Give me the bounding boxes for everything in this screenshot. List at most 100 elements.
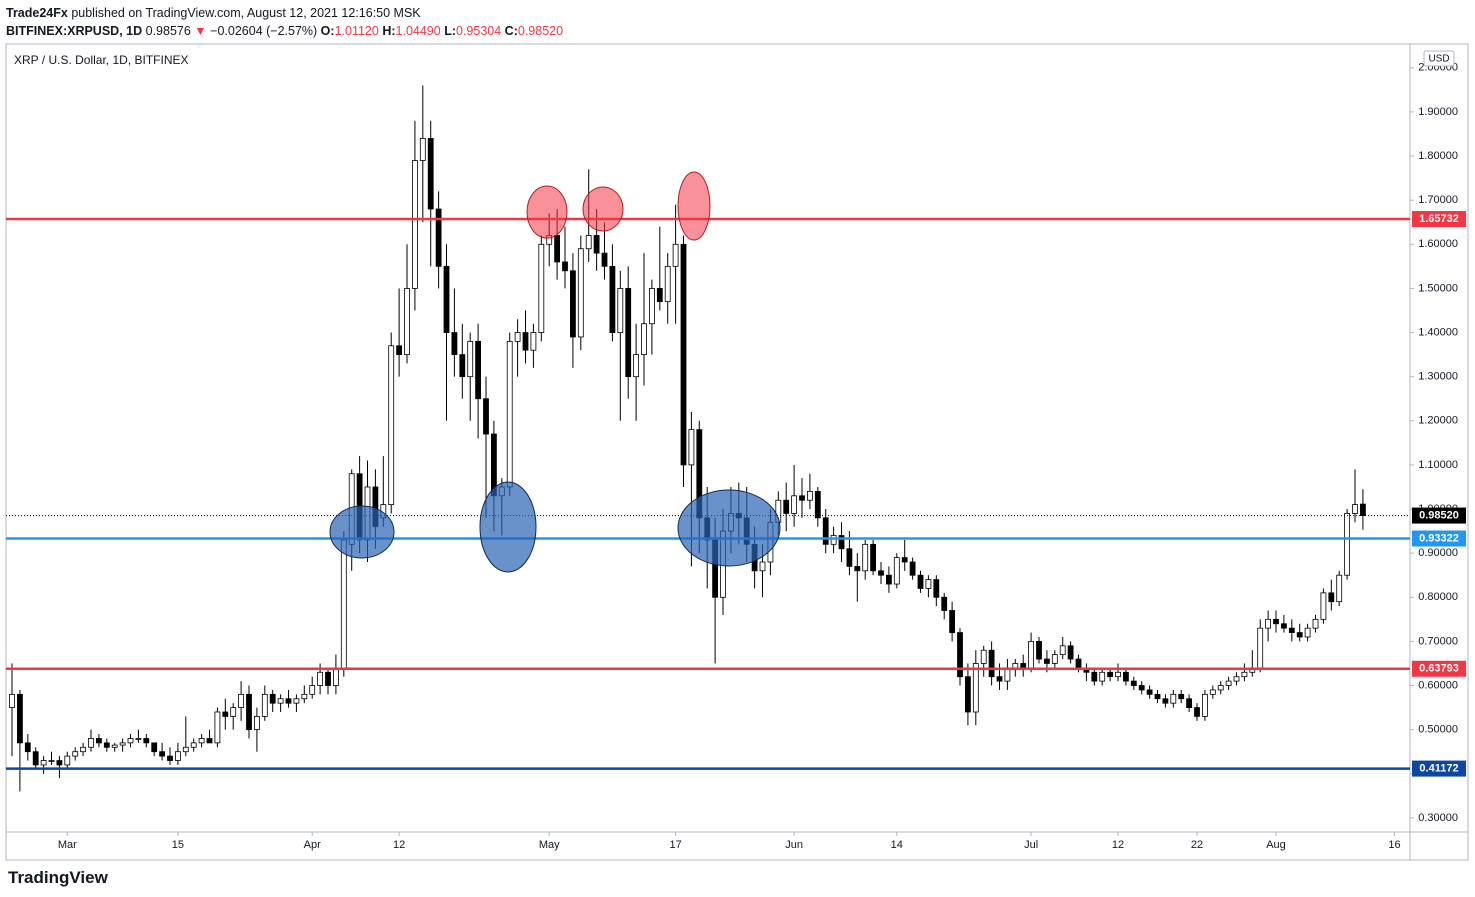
ohlc-label: C: <box>504 24 518 38</box>
candle-body <box>672 243 679 267</box>
candle-body <box>1336 574 1343 603</box>
candle-body <box>143 738 150 744</box>
y-tick-label: 0.70000 <box>1418 635 1458 647</box>
candle-body <box>1146 689 1153 695</box>
candle-body <box>214 711 221 744</box>
candle-body <box>570 270 576 338</box>
x-tick-label: 14 <box>891 839 903 851</box>
candle-body <box>435 208 442 267</box>
candle-body <box>9 693 15 708</box>
x-tick-label: Apr <box>304 839 321 851</box>
candle-body <box>269 693 276 704</box>
candle-body <box>909 561 916 576</box>
candle-body <box>238 693 245 708</box>
candle-body <box>941 596 948 611</box>
candle-body <box>680 243 687 466</box>
candle-body <box>1296 632 1303 638</box>
ohlc-value: 0.98520 <box>517 24 564 38</box>
candle-body <box>80 746 87 753</box>
x-tick-label: May <box>539 839 560 851</box>
candle-body <box>617 288 624 333</box>
candle-body <box>301 693 308 700</box>
candle-body <box>1154 693 1161 700</box>
candle-body <box>514 332 521 342</box>
candle-body <box>996 676 1003 682</box>
candle-body <box>822 517 829 545</box>
candle-body <box>135 738 142 740</box>
candle-body <box>1312 618 1319 629</box>
candle-body <box>1051 654 1058 664</box>
candle-body <box>127 738 134 744</box>
resistance-marker <box>582 186 624 232</box>
candle-body <box>649 288 655 325</box>
candle-body <box>427 138 434 210</box>
y-tick-label: 0.50000 <box>1418 724 1458 736</box>
support-marker <box>479 481 537 573</box>
candle-body <box>467 340 474 378</box>
candle-body <box>175 751 181 761</box>
author: Trade24Fx <box>6 6 68 20</box>
ohlc-value: 1.04490 <box>395 24 441 38</box>
candle-body <box>206 738 213 744</box>
candle-body <box>862 543 869 572</box>
level-tag <box>1412 760 1466 777</box>
candle-body <box>562 261 568 272</box>
candle-body <box>656 288 663 303</box>
candle-body <box>577 248 584 338</box>
candle-body <box>1107 671 1114 678</box>
candle-body <box>325 671 331 686</box>
candle-body <box>451 332 458 356</box>
candle-body <box>854 565 861 572</box>
y-tick-label: 1.30000 <box>1418 371 1458 383</box>
candle-body <box>870 543 877 572</box>
quote-line: BITFINEX:XRPUSD, 1D 0.98576 ▼ −0.02604 (… <box>6 22 563 40</box>
candle-body <box>538 243 545 333</box>
candle-body <box>957 632 963 678</box>
x-tick-label: Mar <box>58 839 77 851</box>
candle-body <box>32 751 39 766</box>
candle-body <box>1257 627 1264 669</box>
candle-body <box>419 138 426 161</box>
symbol: BITFINEX:XRPUSD, 1D <box>6 24 143 38</box>
footer: TradingView <box>8 868 108 888</box>
candle-body <box>506 340 513 488</box>
candle-body <box>1281 623 1287 629</box>
candle-body <box>1273 618 1279 625</box>
candle-body <box>96 738 102 744</box>
candle-body <box>830 535 837 545</box>
candle-body <box>949 610 956 633</box>
candle-body <box>459 354 466 378</box>
candle-body <box>111 744 118 748</box>
y-tick-label: 1.60000 <box>1418 238 1458 250</box>
marks: 0.300000.400000.500000.600000.700000.800… <box>6 62 1458 851</box>
candle-body <box>1059 645 1066 656</box>
arrow: ▼ <box>194 24 207 38</box>
candle-body <box>1091 671 1098 682</box>
y-tick-label: 0.60000 <box>1418 679 1458 691</box>
y-tick-label: 1.40000 <box>1418 326 1458 338</box>
candle-body <box>48 760 55 762</box>
candle-body <box>1123 671 1129 682</box>
candle-body <box>585 235 592 250</box>
y-tick-label: 0.80000 <box>1418 591 1458 603</box>
candle-body <box>641 323 647 356</box>
x-tick-label: 22 <box>1191 839 1203 851</box>
candle-body <box>317 671 324 686</box>
x-tick-label: Jul <box>1024 839 1038 851</box>
candle-body <box>1194 707 1200 717</box>
candle-body <box>483 398 489 435</box>
candle-body <box>159 751 166 757</box>
y-tick-label: 1.50000 <box>1418 282 1458 294</box>
candle-body <box>1012 663 1019 669</box>
x-tick-label: Aug <box>1266 839 1286 851</box>
candle-body <box>878 570 884 576</box>
candle-body <box>1115 671 1121 678</box>
candle-body <box>412 160 418 289</box>
candle-body <box>988 649 995 678</box>
candle-body <box>1186 698 1193 708</box>
candle-body <box>1028 640 1035 669</box>
chart-title: XRP / U.S. Dollar, 1D, BITFINEX <box>14 53 189 67</box>
candle-body <box>814 490 821 519</box>
candle-body <box>965 676 971 713</box>
candle-body <box>1360 503 1366 516</box>
